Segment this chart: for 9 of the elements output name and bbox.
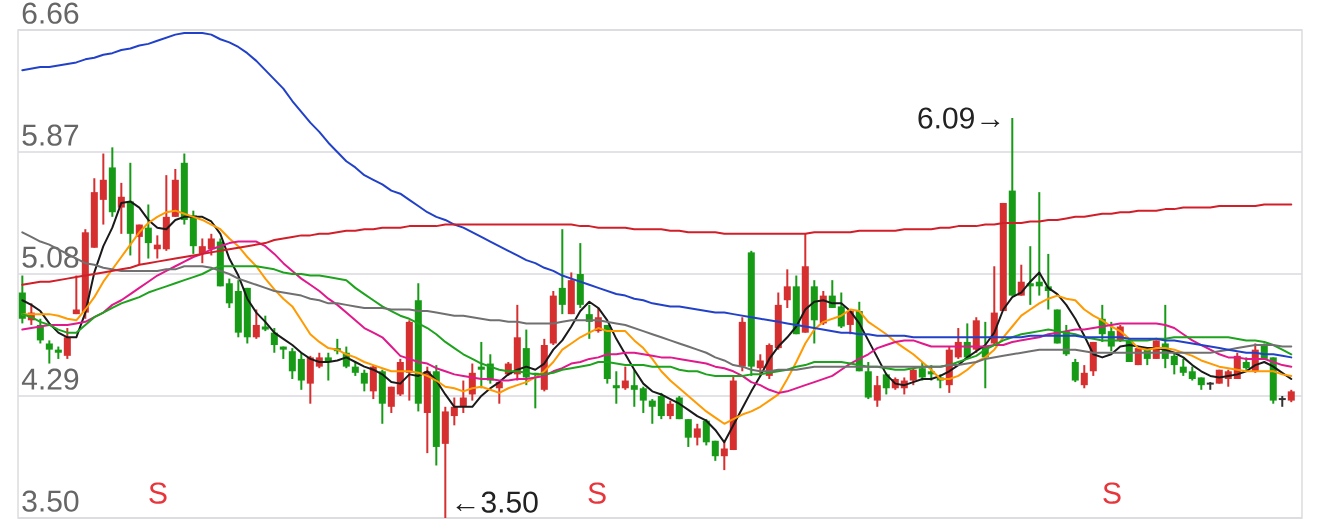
y-tick-label: 5.87 [22, 124, 79, 146]
annotation: ←3.50 [456, 491, 538, 513]
annotation: S [588, 482, 606, 504]
y-tick-label: 3.50 [22, 490, 79, 512]
y-tick-label: 6.66 [22, 2, 79, 24]
annotation: 6.09→ [918, 107, 1000, 129]
annotation: S [1103, 482, 1121, 504]
annotation: S [149, 482, 167, 504]
y-tick-label: 4.29 [21, 368, 79, 390]
